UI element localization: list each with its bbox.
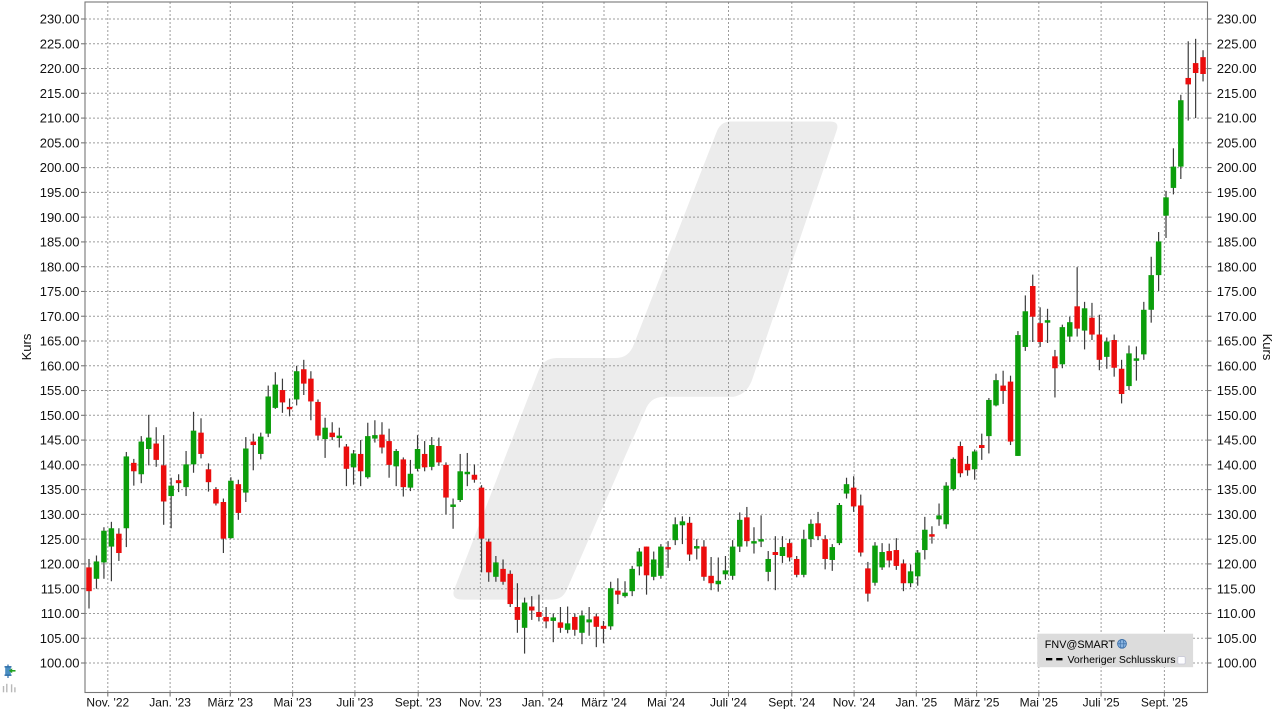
svg-text:Vorheriger Schlusskurs: Vorheriger Schlusskurs <box>1068 654 1176 666</box>
svg-text:Mai '24: Mai '24 <box>647 696 686 710</box>
svg-text:Kurs: Kurs <box>19 333 34 360</box>
svg-text:120.00: 120.00 <box>1217 557 1257 572</box>
svg-text:200.00: 200.00 <box>40 160 80 175</box>
svg-text:220.00: 220.00 <box>40 61 80 76</box>
svg-text:205.00: 205.00 <box>1217 135 1257 150</box>
svg-text:180.00: 180.00 <box>1217 259 1257 274</box>
svg-text:Sept. '23: Sept. '23 <box>395 696 442 710</box>
svg-text:230.00: 230.00 <box>1217 12 1257 27</box>
svg-text:185.00: 185.00 <box>40 235 80 250</box>
svg-text:100.00: 100.00 <box>40 656 80 671</box>
svg-text:150.00: 150.00 <box>40 408 80 423</box>
svg-text:190.00: 190.00 <box>40 210 80 225</box>
svg-text:Juli '25: Juli '25 <box>1083 696 1120 710</box>
svg-text:Juli '23: Juli '23 <box>336 696 373 710</box>
svg-text:Mai '25: Mai '25 <box>1020 696 1059 710</box>
svg-text:175.00: 175.00 <box>40 284 80 299</box>
svg-text:150.00: 150.00 <box>1217 408 1257 423</box>
svg-text:März '25: März '25 <box>954 696 1000 710</box>
svg-text:Nov. '24: Nov. '24 <box>833 696 876 710</box>
svg-text:155.00: 155.00 <box>1217 383 1257 398</box>
svg-text:205.00: 205.00 <box>40 135 80 150</box>
svg-text:100.00: 100.00 <box>1217 656 1257 671</box>
svg-text:190.00: 190.00 <box>1217 210 1257 225</box>
svg-text:105.00: 105.00 <box>40 631 80 646</box>
svg-text:230.00: 230.00 <box>40 12 80 27</box>
svg-text:160.00: 160.00 <box>1217 358 1257 373</box>
svg-text:105.00: 105.00 <box>1217 631 1257 646</box>
svg-text:220.00: 220.00 <box>1217 61 1257 76</box>
svg-text:Juli '24: Juli '24 <box>710 696 747 710</box>
svg-text:Nov. '23: Nov. '23 <box>459 696 502 710</box>
svg-text:210.00: 210.00 <box>40 111 80 126</box>
svg-text:165.00: 165.00 <box>1217 334 1257 349</box>
svg-text:Sept. '25: Sept. '25 <box>1141 696 1188 710</box>
svg-text:Mai '23: Mai '23 <box>273 696 312 710</box>
svg-text:170.00: 170.00 <box>1217 309 1257 324</box>
svg-text:115.00: 115.00 <box>1217 581 1256 596</box>
svg-text:170.00: 170.00 <box>40 309 80 324</box>
svg-text:215.00: 215.00 <box>1217 86 1257 101</box>
svg-text:März '23: März '23 <box>207 696 253 710</box>
svg-text:Nov. '22: Nov. '22 <box>86 696 129 710</box>
svg-text:125.00: 125.00 <box>1217 532 1257 547</box>
svg-text:145.00: 145.00 <box>40 433 80 448</box>
svg-text:140.00: 140.00 <box>1217 457 1257 472</box>
svg-text:210.00: 210.00 <box>1217 111 1257 126</box>
svg-text:Jan. '24: Jan. '24 <box>522 696 564 710</box>
svg-text:180.00: 180.00 <box>40 259 80 274</box>
svg-text:135.00: 135.00 <box>1217 482 1257 497</box>
svg-text:175.00: 175.00 <box>1217 284 1257 299</box>
svg-text:165.00: 165.00 <box>40 334 80 349</box>
svg-text:225.00: 225.00 <box>1217 36 1257 51</box>
svg-text:195.00: 195.00 <box>1217 185 1257 200</box>
svg-text:200.00: 200.00 <box>1217 160 1257 175</box>
svg-text:Sept. '24: Sept. '24 <box>768 696 815 710</box>
svg-text:135.00: 135.00 <box>40 482 80 497</box>
svg-text:145.00: 145.00 <box>1217 433 1257 448</box>
svg-text:215.00: 215.00 <box>40 86 80 101</box>
svg-text:Kurs: Kurs <box>1260 334 1275 361</box>
svg-text:110.00: 110.00 <box>1217 606 1256 621</box>
svg-text:Jan. '23: Jan. '23 <box>149 696 191 710</box>
svg-text:130.00: 130.00 <box>40 507 80 522</box>
svg-text:140.00: 140.00 <box>40 457 80 472</box>
svg-text:160.00: 160.00 <box>40 358 80 373</box>
svg-text:115.00: 115.00 <box>41 581 80 596</box>
svg-text:110.00: 110.00 <box>41 606 80 621</box>
svg-text:225.00: 225.00 <box>40 36 80 51</box>
svg-text:FNV@SMART: FNV@SMART <box>1045 639 1116 651</box>
svg-text:130.00: 130.00 <box>1217 507 1257 522</box>
svg-text:120.00: 120.00 <box>40 557 80 572</box>
svg-text:März '24: März '24 <box>581 696 627 710</box>
svg-text:Jan. '25: Jan. '25 <box>895 696 937 710</box>
svg-text:155.00: 155.00 <box>40 383 80 398</box>
svg-text:195.00: 195.00 <box>40 185 80 200</box>
svg-text:185.00: 185.00 <box>1217 235 1257 250</box>
svg-text:125.00: 125.00 <box>40 532 80 547</box>
